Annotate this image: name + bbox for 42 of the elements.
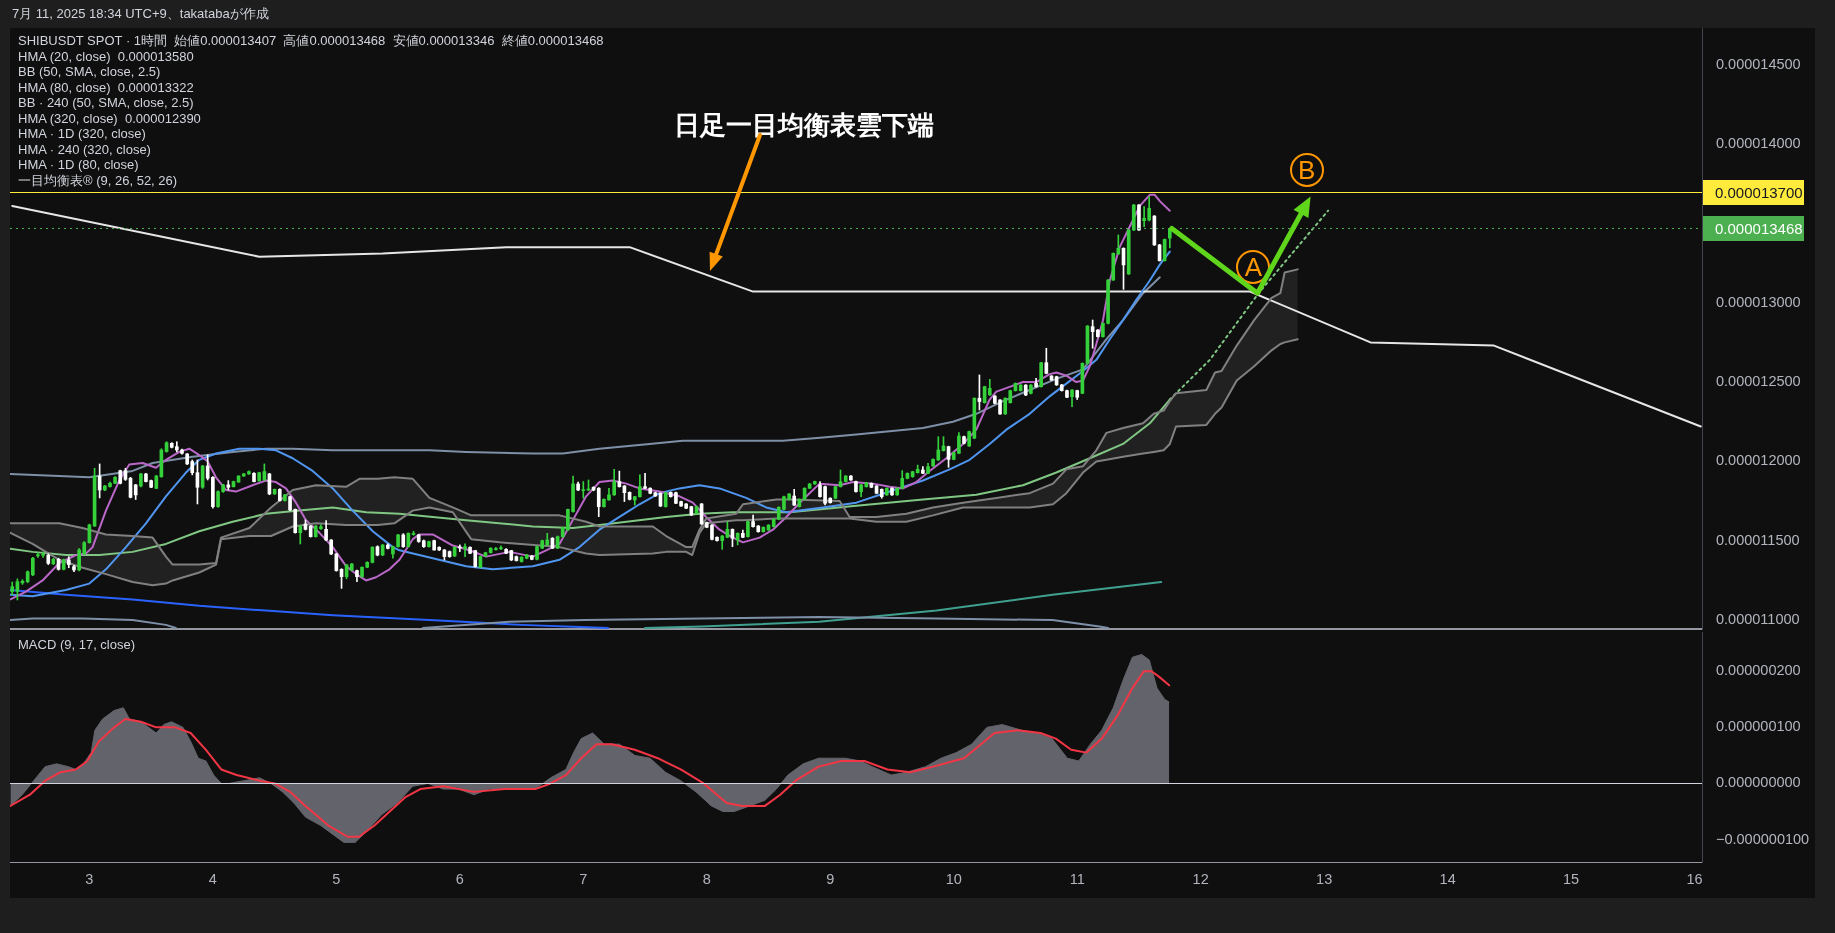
annotation: MACD (9, 17, close) bbox=[18, 637, 136, 652]
text: 7月 11, 2025 18:34 UTC+9、takatabaが作成 bbox=[12, 6, 269, 21]
annotation: 日足一目均衡表雲下端 bbox=[674, 110, 934, 140]
y-tick-label: 0.000014000 bbox=[1716, 135, 1801, 152]
annotation: SHIBUSDT SPOT · 1時間 始値0.000013407 高値0.000013468 安値0.000013346 終値0.000013468 bbox=[18, 33, 604, 48]
y-tick-label: 0.000014500 bbox=[1716, 55, 1801, 72]
annotation: B bbox=[1289, 153, 1324, 188]
y-tick-label: 0.000000100 bbox=[1716, 718, 1801, 735]
y-tick-label: 0.000000000 bbox=[1716, 774, 1801, 791]
y-tick-label: 0.000012500 bbox=[1716, 373, 1801, 390]
annotation: HMA (80, close) 0.000013322 bbox=[18, 79, 194, 95]
annotation: A bbox=[1236, 250, 1271, 285]
x-tick-label: 15 bbox=[1563, 870, 1580, 887]
x-tick-label: 4 bbox=[208, 870, 217, 887]
x-tick-label: 6 bbox=[455, 870, 464, 887]
y-tick-label: 0.000012000 bbox=[1716, 452, 1801, 469]
x-tick-label: 10 bbox=[945, 870, 962, 887]
annotation: HMA · 240 (320, close) bbox=[18, 141, 151, 157]
annotation: HMA · 1D (80, close) bbox=[18, 157, 139, 172]
x-tick-label: 11 bbox=[1069, 870, 1085, 887]
ref-line-label: 0.000013468 bbox=[1715, 219, 1803, 237]
annotation: HMA (320, close) 0.000012390 bbox=[18, 110, 201, 126]
ref-line-label: 0.000013700 bbox=[1715, 183, 1803, 201]
y-tick-label: 0.000013000 bbox=[1716, 293, 1801, 310]
x-tick-label: 7 bbox=[579, 870, 588, 887]
annotation: 一目均衡表® (9, 26, 52, 26) bbox=[18, 172, 178, 188]
x-tick-label: 5 bbox=[332, 870, 341, 887]
y-tick-label: 0.000000200 bbox=[1716, 662, 1801, 679]
annotation: HMA (20, close) 0.000013580 bbox=[18, 48, 194, 64]
x-tick-label: 8 bbox=[702, 870, 711, 887]
x-tick-label: 3 bbox=[85, 870, 94, 887]
annotation: BB · 240 (50, SMA, close, 2.5) bbox=[18, 95, 194, 110]
x-tick-label: 13 bbox=[1316, 870, 1333, 887]
annotation: HMA · 1D (320, close) bbox=[18, 126, 146, 141]
x-tick-label: 16 bbox=[1686, 870, 1703, 887]
annotation: BB (50, SMA, close, 2.5) bbox=[18, 64, 161, 79]
y-tick-label: −0.000000100 bbox=[1716, 830, 1810, 847]
x-tick-label: 12 bbox=[1192, 870, 1209, 887]
x-tick-label: 9 bbox=[826, 870, 835, 887]
y-tick-label: 0.000011000 bbox=[1716, 611, 1800, 628]
x-tick-label: 14 bbox=[1439, 870, 1456, 887]
y-tick-label: 0.000011500 bbox=[1716, 531, 1800, 548]
